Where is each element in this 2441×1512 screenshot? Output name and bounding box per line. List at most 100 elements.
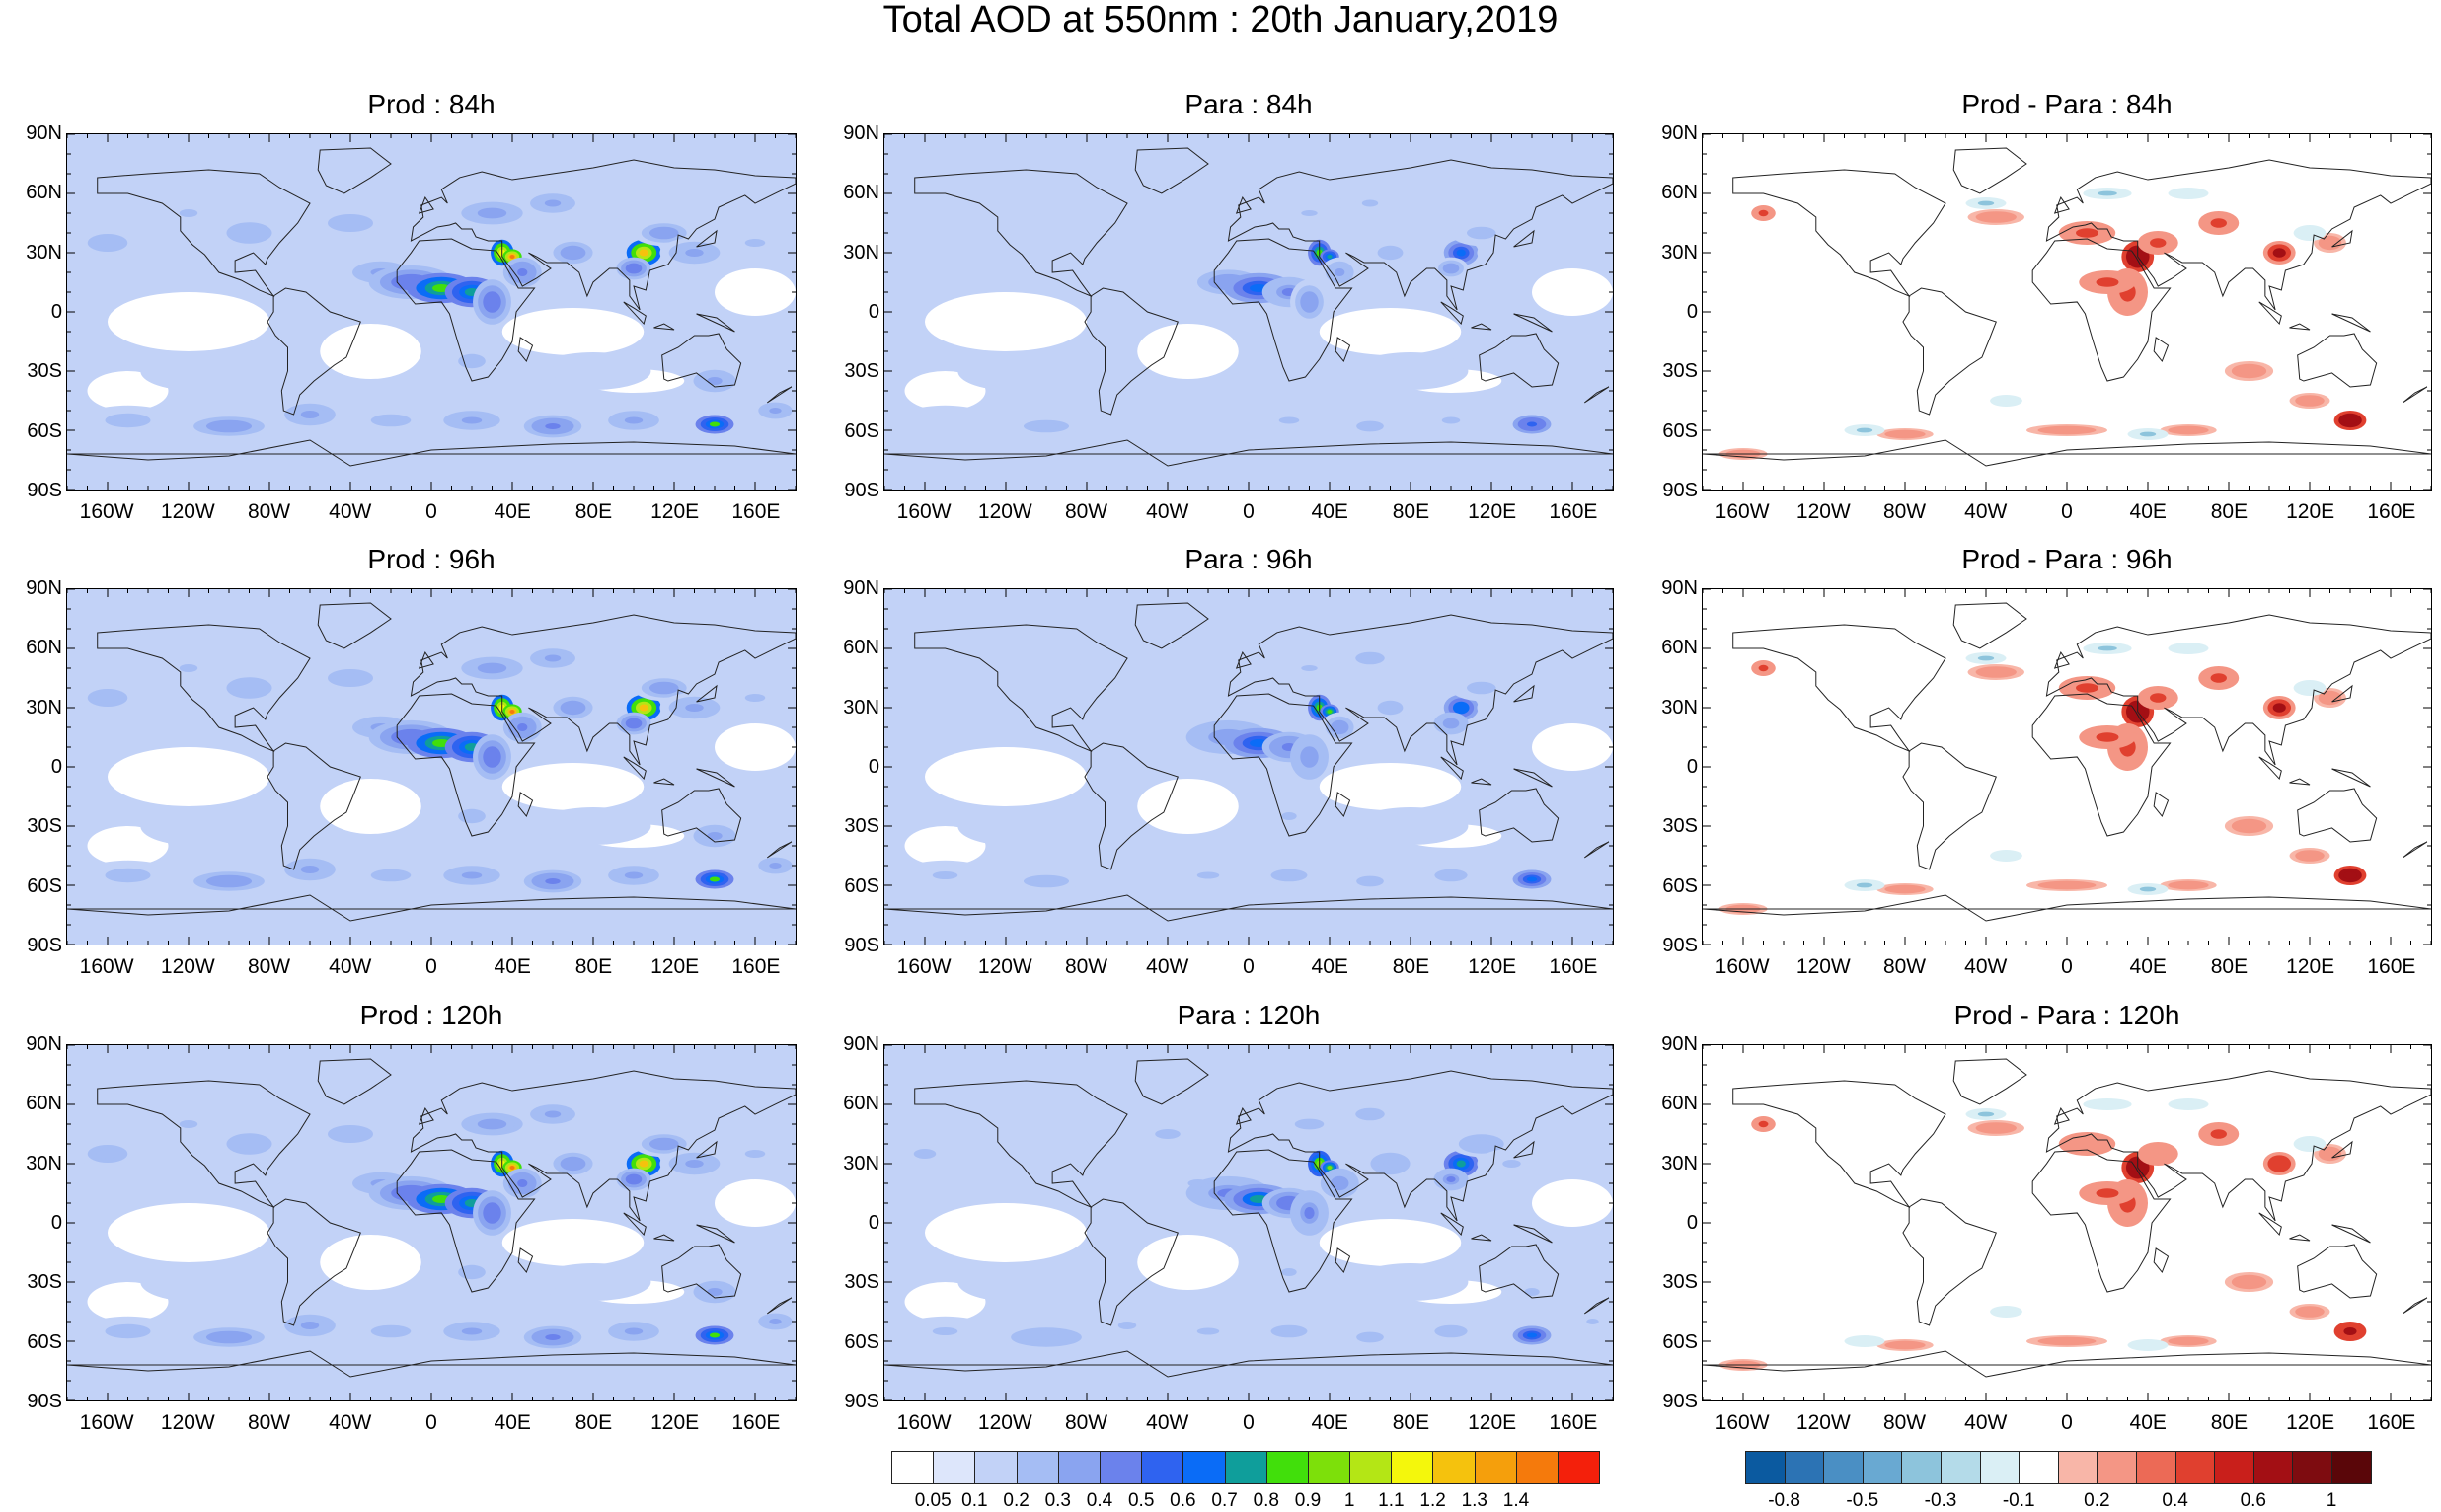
colorbar-cell [1349, 1451, 1393, 1484]
aod-plume [577, 821, 609, 831]
lat-label: 60N [1661, 1093, 1698, 1115]
diff-anomaly [2050, 882, 2084, 888]
coastline [766, 1297, 793, 1315]
aod-plume [566, 249, 580, 257]
lon-label: 40W [1964, 955, 2008, 978]
coastline [1583, 1297, 1610, 1315]
coastline [517, 792, 534, 818]
coastline [2402, 386, 2428, 404]
diff-colorbar-label: 1 [2326, 1490, 2337, 1511]
lon-label: 160W [896, 500, 952, 523]
aod-plume [629, 720, 639, 726]
lon-label: 80E [2210, 500, 2249, 523]
diff-anomaly [2076, 1139, 2098, 1149]
diff-anomaly [2323, 694, 2337, 702]
coastline [1732, 169, 1946, 298]
coastline [2031, 1149, 2172, 1293]
aod-plume [96, 238, 119, 248]
colorbar-cell [1474, 1451, 1517, 1484]
lat-label: 60N [843, 637, 879, 659]
diff-background [1703, 589, 2431, 945]
aod-plume [461, 871, 483, 879]
coastline [1471, 323, 1492, 331]
aod-plume [281, 1110, 298, 1118]
aod-plume [1383, 1160, 1398, 1168]
aod-plume [176, 1277, 201, 1287]
lat-label: 60N [1661, 182, 1698, 204]
aod-plume [1586, 863, 1599, 869]
aod-plume [114, 416, 141, 424]
lat-label: 60S [1662, 1330, 1698, 1353]
diff-anomaly [1893, 1342, 1917, 1348]
lon-label: 80E [574, 955, 613, 978]
colorbar-cell [1016, 1451, 1059, 1484]
lon-label: 120W [160, 500, 215, 523]
colorbar-cell [2057, 1451, 2098, 1484]
coastline [653, 1234, 675, 1242]
diff-anomaly [1999, 398, 2014, 404]
figure-title: Total AOD at 550nm : 20th January,2019 [882, 0, 1559, 40]
aod-plume [1562, 239, 1583, 247]
coastline [418, 195, 434, 214]
coastline [661, 333, 742, 388]
coastline [1952, 602, 2027, 649]
coastline [1471, 1234, 1492, 1242]
aod-plume [1335, 723, 1345, 731]
lat-label: 60N [26, 182, 62, 204]
coastline [2402, 1297, 2428, 1315]
diff-colorbar [1745, 1451, 2372, 1484]
lat-label: 0 [868, 301, 879, 323]
lat-label: 30S [844, 360, 879, 383]
diff-anomaly [2096, 1188, 2119, 1198]
diff-anomaly [2098, 645, 2117, 651]
lon-label: 0 [425, 1411, 437, 1434]
lon-label: 160E [731, 1411, 781, 1434]
coastline [2053, 650, 2070, 669]
lon-label: 80E [2210, 1411, 2249, 1434]
diff-anomaly [2272, 1159, 2286, 1169]
lat-label: 90S [27, 935, 62, 956]
aod-plume [1327, 255, 1333, 259]
coastline [884, 439, 1613, 467]
aod-plume [685, 1160, 704, 1168]
lon-label: 80W [247, 1411, 291, 1434]
aod-colorbar [891, 1451, 1601, 1484]
coastline [2289, 1234, 2311, 1242]
coastline [696, 229, 718, 248]
lon-label: 40E [494, 955, 531, 978]
coastline [914, 1080, 1128, 1209]
colorbar-cell [1224, 1451, 1267, 1484]
aod-plume [769, 863, 782, 869]
lat-label: 0 [1686, 301, 1698, 323]
aod-colorbar-label: 0.6 [1170, 1490, 1196, 1511]
coastline [1583, 841, 1610, 859]
lon-label: 120W [977, 1411, 1032, 1434]
aod-plume [1053, 1138, 1080, 1150]
lat-label: 0 [50, 301, 62, 323]
aod-plume [461, 416, 483, 424]
lat-label: 90S [844, 480, 879, 501]
lat-label: 30S [844, 1271, 879, 1294]
diff-anomaly [2076, 683, 2098, 693]
lat-label: 60N [26, 637, 62, 659]
lon-label: 160W [1715, 955, 1770, 978]
coastline [267, 742, 361, 870]
coastline [1479, 1244, 1560, 1299]
aod-plume [236, 1138, 263, 1150]
aod-plume [1562, 1150, 1583, 1158]
lon-label: 160E [2367, 1411, 2416, 1434]
coastline [2153, 337, 2170, 363]
diff-anomaly [1984, 213, 2008, 221]
diff-anomaly [2179, 645, 2197, 651]
aod-plume [544, 1110, 562, 1118]
aod-plume [338, 218, 363, 228]
lon-label: 120W [1795, 500, 1851, 523]
lat-label: 30S [1662, 1271, 1698, 1294]
aod-plume [1335, 268, 1345, 276]
coastline [1235, 650, 1252, 669]
aod-colorbar-label: 0.05 [914, 1490, 952, 1511]
aod-plume [993, 821, 1019, 831]
coastline [1335, 792, 1351, 818]
lat-label: 30N [843, 241, 879, 264]
coastline [418, 650, 434, 669]
